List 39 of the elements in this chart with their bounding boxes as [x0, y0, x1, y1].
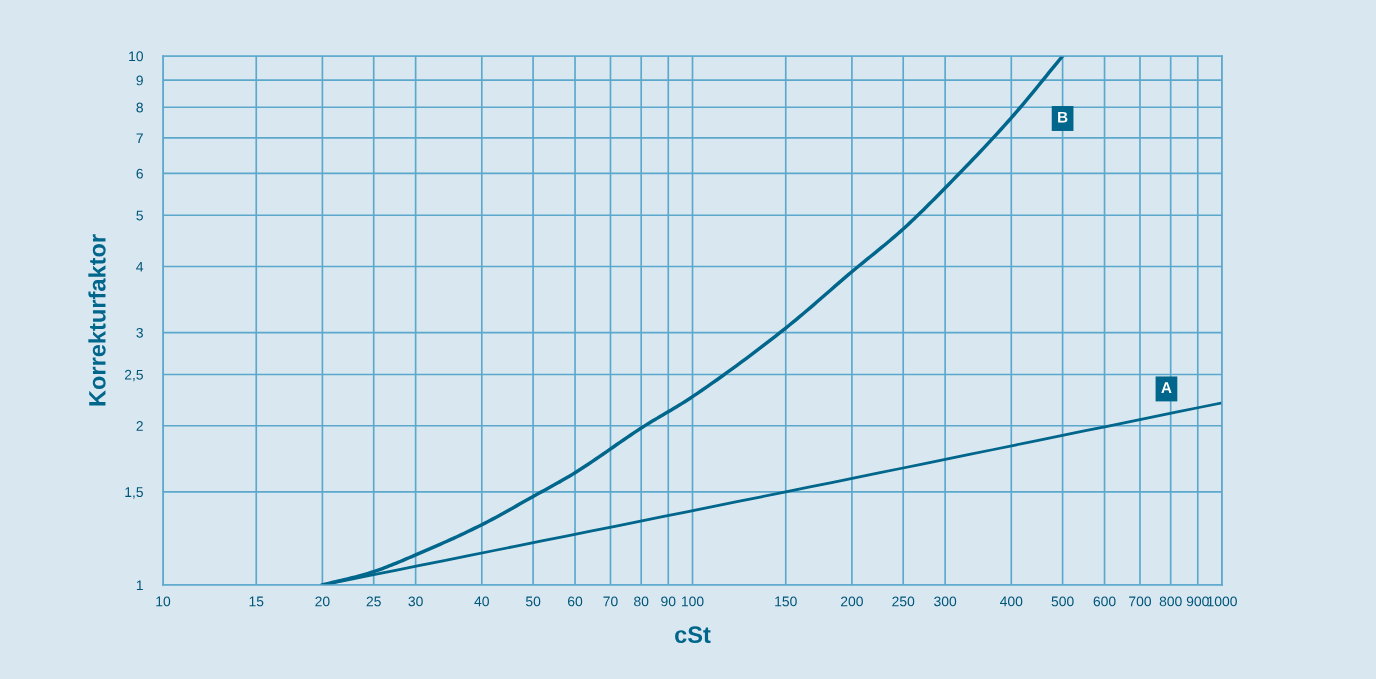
x-tick-label: 200	[841, 596, 863, 607]
x-tick-label: 250	[892, 596, 915, 607]
x-tick-label: 10	[156, 596, 171, 607]
y-tick-label: 4	[136, 261, 144, 272]
series-label: A	[1161, 382, 1172, 393]
x-tick-label: 80	[634, 596, 649, 607]
y-tick-label: 9	[136, 75, 143, 86]
y-tick-label: 1,5	[125, 487, 143, 499]
x-tick-label: 800	[1159, 596, 1182, 607]
y-tick-label: 2	[136, 421, 143, 431]
text: B	[1058, 111, 1068, 123]
y-axis-title: Korrekturfaktor	[88, 234, 106, 406]
x-axis-title: cSt	[675, 626, 711, 644]
x-tick-label: 150	[775, 596, 797, 607]
x-tick-label: 50	[525, 596, 541, 607]
x-tick-label: 15	[249, 596, 264, 607]
x-tick-label: 600	[1093, 596, 1116, 607]
y-tick-label: 3	[136, 327, 143, 338]
x-tick-label: 500	[1051, 596, 1074, 607]
y-tick-label: 10	[129, 51, 144, 62]
y-tick-label: 2,5	[124, 369, 143, 382]
x-tick-label: 400	[1000, 596, 1023, 607]
x-tick-label: 900	[1186, 596, 1209, 607]
x-tick-label: 70	[603, 596, 618, 607]
y-tick-label: 1	[136, 580, 143, 591]
x-tick-label: 25	[366, 596, 381, 607]
x-tick-label: 20	[315, 596, 330, 607]
y-tick-label: 5	[136, 210, 143, 221]
x-tick-label: 100	[681, 596, 704, 607]
y-tick-label: 7	[136, 133, 143, 143]
x-tick-label: 90	[661, 596, 676, 607]
y-tick-label: 6	[136, 168, 143, 179]
x-tick-label: 700	[1129, 596, 1152, 607]
x-tick-label: 300	[934, 596, 957, 607]
x-tick-label: 30	[408, 596, 423, 607]
x-tick-label: 60	[568, 596, 583, 607]
y-tick-label: 8	[136, 102, 143, 113]
x-tick-label: 40	[474, 596, 489, 607]
x-tick-label: 1000	[1207, 596, 1237, 607]
